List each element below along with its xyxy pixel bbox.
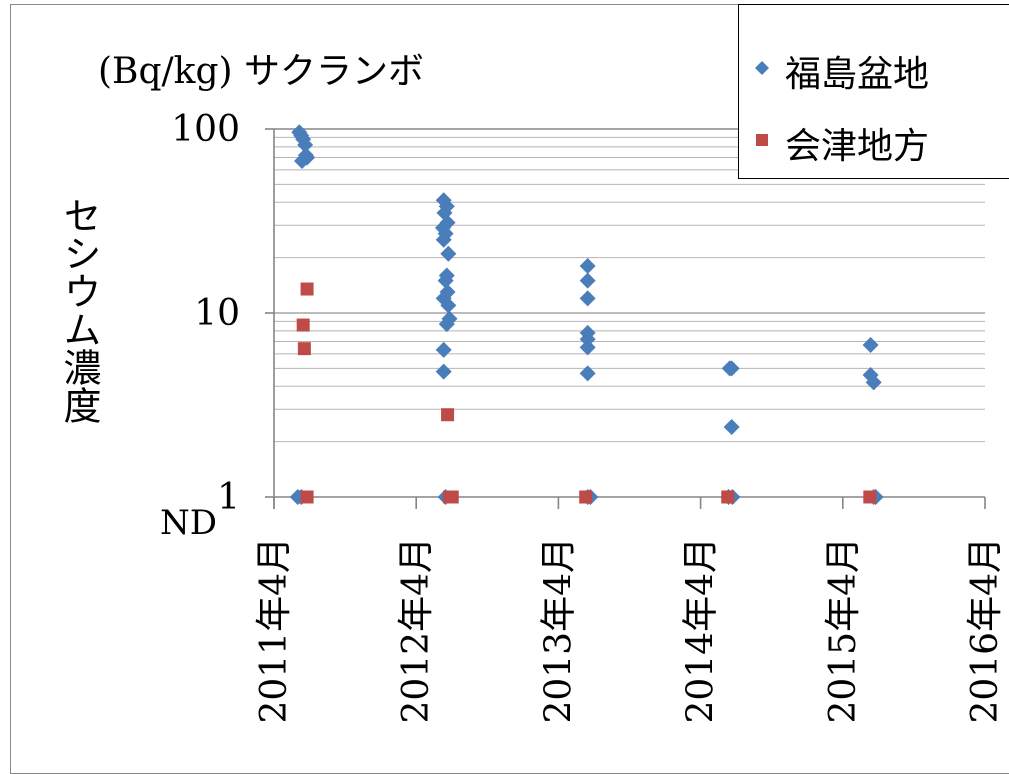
diamond-point — [435, 363, 452, 380]
diamond-point — [437, 272, 454, 289]
y-tick-label: 10 — [194, 293, 240, 334]
legend-item-aizu: 会津地方 — [756, 117, 930, 169]
diamond-point — [865, 374, 882, 391]
data-markers — [289, 124, 884, 505]
diamond-point — [579, 272, 596, 289]
square-point — [296, 318, 310, 332]
y-tick-label: 1 — [217, 477, 240, 518]
legend: 福島盆地 会津地方 — [738, 4, 1009, 179]
x-tick-label: 2011年4月 — [254, 537, 295, 724]
x-tick-label: 2014年4月 — [681, 537, 722, 724]
chart-plot: 100 10 1 2011年4月 2012年4月 2013年4月 2014年4月 2015年… — [171, 109, 1006, 724]
square-point — [445, 490, 459, 504]
x-tick-labels: 2011年4月 2012年4月 2013年4月 2014年4月 2015年4月 2016年… — [254, 537, 1006, 724]
square-point — [300, 282, 314, 296]
x-tick-label: 2015年4月 — [823, 537, 864, 724]
y-tick-label: 100 — [171, 109, 240, 150]
diamond-point — [579, 339, 596, 356]
legend-label: 福島盆地 — [785, 54, 930, 95]
diamond-point — [723, 419, 740, 436]
diamond-point — [579, 290, 596, 307]
diamond-marker-icon — [755, 61, 769, 75]
legend-label: 会津地方 — [785, 126, 930, 167]
diamond-point — [440, 245, 457, 262]
square-point — [300, 490, 314, 504]
legend-item-fukushima: 福島盆地 — [755, 45, 930, 97]
square-point — [721, 490, 735, 504]
diamond-point — [297, 136, 314, 153]
diamond-point — [440, 297, 457, 314]
square-point — [297, 342, 311, 356]
x-tick-label: 2012年4月 — [396, 537, 437, 724]
axes — [265, 128, 986, 509]
diamond-point — [579, 258, 596, 275]
x-tick-label: 2013年4月 — [538, 537, 579, 724]
diamond-point — [579, 365, 596, 382]
gridlines — [274, 128, 985, 443]
square-point — [441, 408, 455, 422]
diamond-point — [862, 337, 879, 354]
x-tick-label: 2016年4月 — [965, 537, 1006, 724]
chart-title: (Bq/kg) サクランボ — [98, 51, 425, 92]
diamond-point — [435, 341, 452, 358]
square-marker-icon — [756, 134, 768, 146]
square-point — [579, 490, 593, 504]
y-axis-label: セシウム濃度 — [57, 196, 101, 424]
square-point — [863, 490, 877, 504]
y-tick-labels: 100 10 1 — [171, 109, 240, 518]
nd-label: ND — [160, 503, 218, 543]
diamond-point — [438, 316, 455, 333]
diamond-point — [294, 153, 311, 170]
diamond-point — [435, 231, 452, 248]
diamond-point — [723, 360, 740, 377]
diamond-point — [579, 331, 596, 348]
